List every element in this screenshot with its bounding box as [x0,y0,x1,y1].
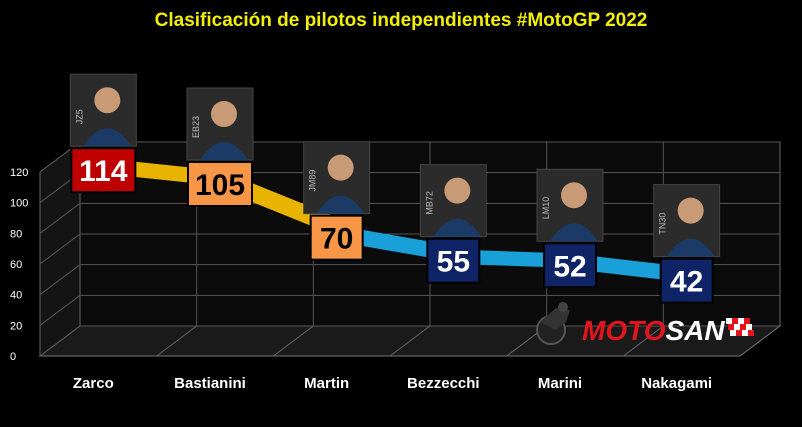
y-tick-label: 80 [10,228,22,240]
motorcycle-rider-icon [536,302,570,345]
rider-number: MB72 [424,191,434,215]
value-label: 114 [70,147,137,194]
rider-number: EB23 [191,116,201,138]
chart-title: Clasificación de pilotos independientes … [154,10,648,31]
value-label: 70 [309,214,364,261]
brand-name-white: SAN [665,315,725,346]
value-label: 55 [426,237,481,284]
floor-divider [389,325,431,357]
y-tick-label: 20 [10,320,22,332]
rider-photo: MB72 [419,164,487,238]
y-tick-label: 100 [10,198,28,210]
value-label-text: 52 [553,250,586,283]
x-category-label: Bastianini [174,375,246,392]
rider-photo: LM10 [536,168,604,242]
x-category-label: Marini [538,375,582,392]
value-label: 42 [659,257,714,304]
y-tick-label: 40 [10,290,22,302]
rider-photos: JZ5 EB23 JM89 MB72 LM10 TN30 [69,73,721,258]
floor-divider [273,325,314,357]
value-labels: 114 105 70 55 52 42 [70,147,714,304]
rider-number: JZ5 [74,109,84,124]
checkered-flag-icon [726,318,754,336]
y-axis: 0 20 40 60 80 100 120 [10,167,28,363]
brand-name: MOTOSAN [582,315,725,346]
value-label-text: 70 [320,223,353,256]
x-category-label: Martin [304,375,349,392]
value-label: 105 [187,161,253,207]
rider-photo: EB23 [186,87,254,161]
brand-logo: MOTOSAN [536,302,754,346]
rider-number: LM10 [541,197,551,220]
floor-divider [156,325,197,357]
x-axis: Zarco Bastianini Martin Bezzecchi Marini Naka… [73,375,712,392]
floor-divider [623,325,664,357]
value-label: 52 [543,242,597,289]
value-label-text: 42 [670,266,703,299]
x-category-label: Bezzecchi [407,375,480,392]
y-tick-label: 60 [10,259,22,271]
value-label-text: 114 [79,155,128,188]
value-label-text: 55 [437,246,470,279]
y-tick-label: 120 [10,167,28,179]
y-tick-label: 0 [10,351,16,363]
rider-photo: JZ5 [69,73,137,147]
rider-number: JM89 [308,170,318,192]
brand-name-red: MOTO [582,315,666,346]
value-label-text: 105 [195,169,245,202]
x-category-label: Zarco [73,375,114,392]
rider-photo: TN30 [653,184,721,258]
x-category-label: Nakagami [641,375,712,392]
rider-number: TN30 [658,213,668,235]
rider-photo: JM89 [303,141,371,215]
